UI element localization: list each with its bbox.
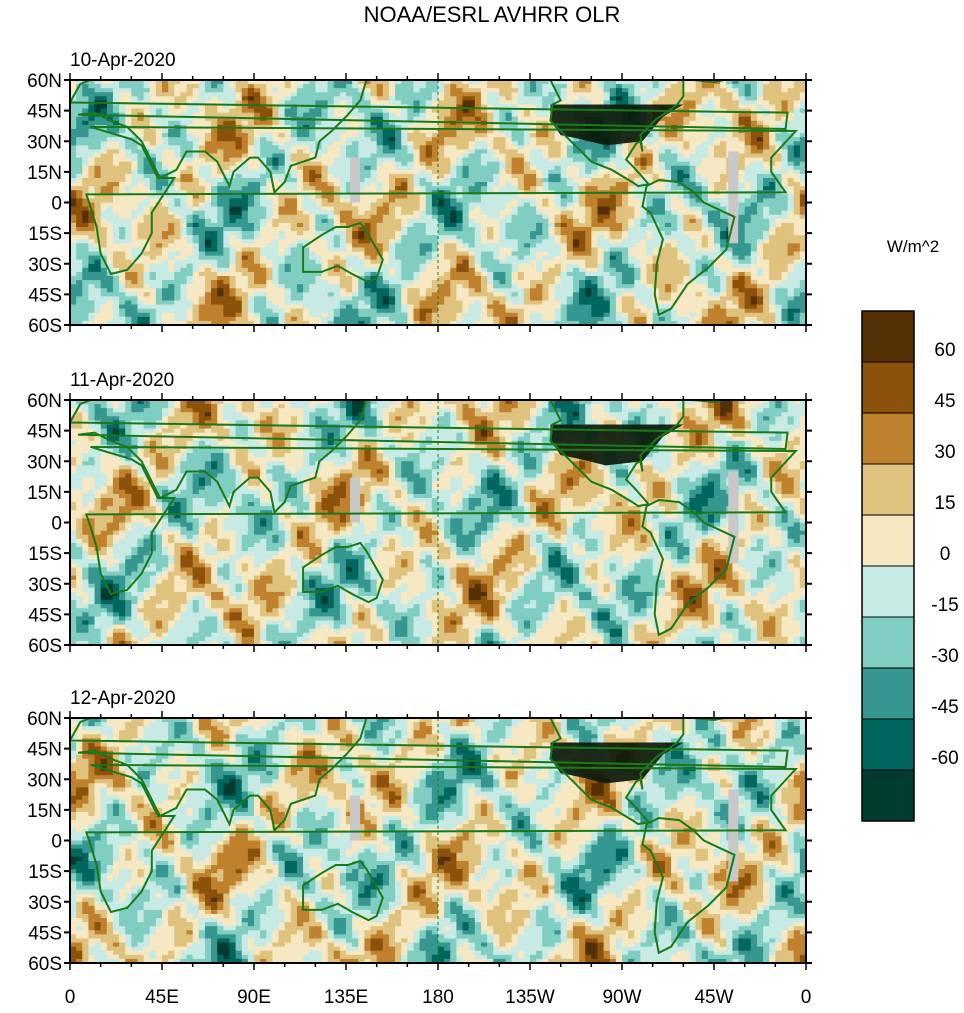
lat-tick-label: 60N xyxy=(27,71,62,92)
lat-tick-label: 15N xyxy=(27,483,62,504)
colorbar-tick-label: -45 xyxy=(931,697,958,718)
coastline xyxy=(641,179,736,317)
colorbar-swatch xyxy=(861,718,915,771)
lat-tick-label: 45S xyxy=(28,285,62,306)
coastline xyxy=(84,763,799,914)
colorbar-tick-label: 0 xyxy=(940,544,951,565)
colorbar-swatch xyxy=(861,310,915,363)
panels-group: 10-Apr-202060N45N30N15N015S30S45S60S11-A… xyxy=(27,50,812,1008)
panel-date-label: 11-Apr-2020 xyxy=(70,370,174,391)
lat-tick-label: 0 xyxy=(51,832,62,853)
map-panel: 11-Apr-2020 60N 45N 30N 15N 0 15S 30S 45S 60S xyxy=(27,370,812,657)
lon-tick-label: 180 xyxy=(422,987,454,1008)
coastline xyxy=(641,499,736,637)
lat-tick-label: 15N xyxy=(27,801,62,822)
lon-tick-label: 0 xyxy=(65,987,76,1008)
colorbar-tick-label: -15 xyxy=(931,595,958,616)
colorbar-tick-label: 60 xyxy=(934,340,955,361)
colorbar-tick-label: 45 xyxy=(934,391,955,412)
lat-tick-label: 45N xyxy=(27,422,62,443)
lat-tick-label: 30S xyxy=(28,893,62,914)
coastline xyxy=(70,80,789,195)
lat-tick-label: 45N xyxy=(27,102,62,123)
lon-tick-label: 90E xyxy=(237,987,271,1008)
lat-tick-label: 60S xyxy=(28,954,62,975)
panel-date-label: 12-Apr-2020 xyxy=(70,688,176,709)
colorbar-swatch xyxy=(861,769,915,822)
colorbar-tick-label: -30 xyxy=(931,646,958,667)
lat-tick-label: 0 xyxy=(51,194,62,215)
lon-tick-label: 45W xyxy=(694,987,733,1008)
lon-tick-label: 0 xyxy=(801,987,812,1008)
colorbar-frame xyxy=(861,310,915,822)
lat-tick-label: 15S xyxy=(28,544,62,565)
lat-tick-label: 30N xyxy=(27,452,62,473)
lat-tick-label: 45N xyxy=(27,740,62,761)
lat-tick-label: 15S xyxy=(28,862,62,883)
map-panel: 10-Apr-2020 60N 45N 30N 15N 0 15S 30S 45S 60S xyxy=(27,50,812,337)
lon-tick-label: 90W xyxy=(602,987,641,1008)
lat-tick-label: 0 xyxy=(51,514,62,535)
missing-data-area xyxy=(350,795,361,841)
lon-tick-label: 135E xyxy=(324,987,368,1008)
units-label: W/m^2 xyxy=(887,237,939,256)
coastline xyxy=(693,718,725,722)
colorbar-tick-label: 30 xyxy=(934,442,955,463)
coastline xyxy=(84,445,799,596)
lat-tick-label: 15N xyxy=(27,163,62,184)
coastline xyxy=(84,125,799,276)
lat-tick-label: 60S xyxy=(28,636,62,657)
missing-data-area xyxy=(728,471,739,564)
lat-tick-label: 45S xyxy=(28,605,62,626)
lat-tick-label: 15S xyxy=(28,224,62,245)
figure-title: NOAA/ESRL AVHRR OLR xyxy=(364,2,621,27)
missing-data-area xyxy=(350,157,361,203)
lat-tick-label: 30N xyxy=(27,770,62,791)
colorbar-swatch xyxy=(861,565,915,618)
lat-tick-label: 45S xyxy=(28,923,62,944)
coastline xyxy=(70,400,789,515)
coastline xyxy=(70,718,789,833)
lat-tick-label: 60N xyxy=(27,391,62,412)
lat-tick-label: 30N xyxy=(27,132,62,153)
lon-tick-label: 45E xyxy=(145,987,179,1008)
map-panel: 12-Apr-2020 60N 45N 30N 15N 0 15S 30S 45S 60S xyxy=(27,688,812,975)
missing-data-area xyxy=(728,151,739,244)
colorbar-swatch xyxy=(861,667,915,720)
lat-tick-label: 60S xyxy=(28,316,62,337)
lat-tick-label: 30S xyxy=(28,255,62,276)
panel-date-label: 10-Apr-2020 xyxy=(70,50,176,71)
lat-tick-label: 30S xyxy=(28,575,62,596)
olr-field xyxy=(70,718,806,963)
coastline xyxy=(641,817,736,955)
lat-tick-label: 60N xyxy=(27,709,62,730)
colorbar-swatch xyxy=(861,514,915,567)
colorbar-swatch xyxy=(861,361,915,414)
missing-data-area xyxy=(728,789,739,882)
colorbar-tick-label: -60 xyxy=(931,748,958,769)
colorbar: 60 45 30 15 0 -15 -30 -45 -60 xyxy=(861,310,959,822)
colorbar-tick-label: 15 xyxy=(934,493,955,514)
colorbar-swatch xyxy=(861,616,915,669)
coastline xyxy=(693,80,725,84)
lon-tick-label: 135W xyxy=(505,987,555,1008)
olr-field xyxy=(70,80,806,325)
coastline xyxy=(693,400,725,404)
colorbar-swatch xyxy=(861,412,915,465)
colorbar-swatch xyxy=(861,463,915,516)
missing-data-area xyxy=(350,477,361,523)
coastline xyxy=(302,859,384,922)
coastline xyxy=(302,221,384,284)
olr-field xyxy=(70,400,806,645)
coastline xyxy=(302,541,384,604)
